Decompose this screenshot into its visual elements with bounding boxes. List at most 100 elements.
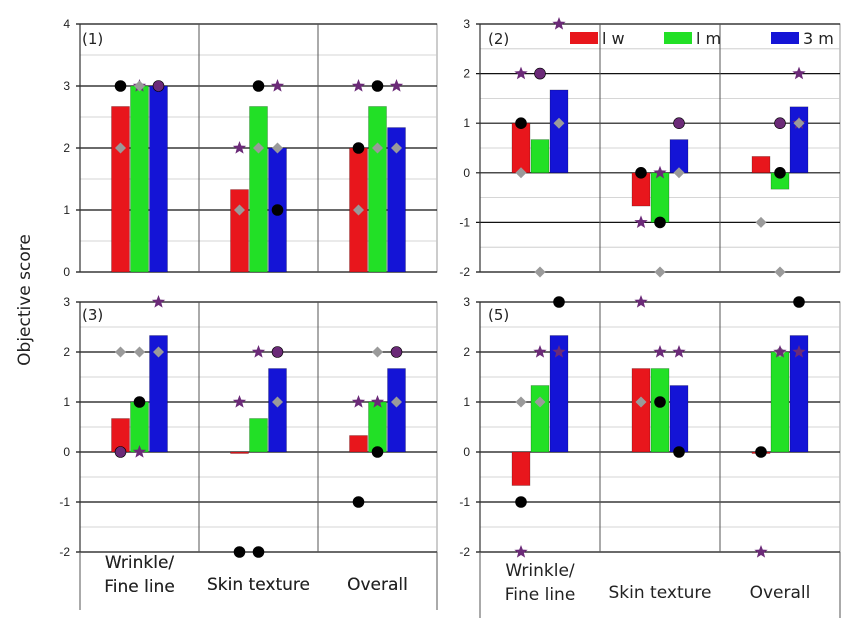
diamond-marker — [654, 266, 666, 278]
y-tick-label: -1 — [459, 495, 470, 509]
legend-label: 3 m — [803, 29, 834, 48]
diamond-marker — [153, 346, 164, 358]
y-tick-label: 0 — [463, 166, 470, 180]
star-marker — [653, 345, 667, 358]
star-marker — [754, 545, 768, 558]
diamond-marker — [272, 142, 283, 154]
bar-l-w — [349, 435, 368, 453]
x-category-label: Overall — [347, 575, 408, 595]
star-marker — [351, 395, 366, 408]
circle-marker — [515, 496, 527, 508]
bar-l-m — [650, 368, 670, 453]
diamond-marker — [272, 396, 283, 408]
circle-marker — [654, 216, 666, 229]
bar-l-m — [530, 385, 550, 453]
star-marker — [634, 295, 648, 308]
y-tick-label: 2 — [463, 67, 470, 81]
bar-l-w — [230, 189, 249, 273]
bar-l-m — [249, 106, 268, 273]
x-category-label: Overall — [750, 583, 811, 603]
circle-marker — [793, 296, 805, 308]
star-marker — [351, 79, 366, 92]
star-marker — [792, 66, 806, 80]
circle-marker — [553, 296, 565, 308]
star-marker — [773, 345, 787, 358]
star-marker — [270, 79, 285, 92]
star-marker — [251, 345, 266, 358]
panel-label: (5) — [488, 306, 509, 324]
diamond-marker — [115, 142, 126, 154]
y-tick-label: -2 — [459, 545, 470, 559]
circle-marker — [755, 446, 767, 458]
diamond-marker — [372, 142, 383, 154]
diamond-marker — [673, 167, 685, 179]
star-marker — [389, 79, 404, 92]
y-tick-label: 2 — [63, 345, 70, 359]
bar-l-m — [770, 351, 790, 453]
y-axis-label: Objective score — [15, 234, 35, 366]
y-tick-label: 3 — [63, 295, 70, 309]
diamond-marker — [391, 396, 402, 408]
diamond-marker — [774, 266, 786, 278]
x-category-label: Wrinkle/Fine line — [505, 561, 576, 605]
bar-l-m — [530, 139, 550, 174]
diamond-marker — [755, 216, 767, 228]
x-category-label: Skin texture — [207, 575, 310, 595]
star-marker — [132, 445, 147, 458]
bar-l-m — [368, 401, 387, 453]
panel-label: (1) — [82, 30, 103, 48]
diamond-marker — [134, 346, 145, 358]
star-marker — [370, 395, 385, 408]
star-marker — [533, 345, 547, 358]
diamond-marker — [115, 346, 126, 358]
star-marker — [232, 395, 247, 408]
x-category-label: Skin texture — [207, 575, 310, 595]
x-category-label: Wrinkle/Fine line — [104, 553, 175, 597]
legend-label: l w — [602, 29, 625, 48]
bar-3-m — [669, 385, 689, 453]
panels-layer: 0 1 2 3 4 (1) Wrinkle/Fine line Skin texture Ove… — [59, 17, 841, 618]
y-tick-label: 1 — [463, 395, 470, 409]
purple-circle-marker — [152, 80, 165, 92]
y-tick-label: 0 — [63, 445, 70, 459]
circle-marker — [252, 546, 265, 558]
star-marker — [634, 215, 648, 229]
diamond-marker — [234, 204, 245, 216]
diamond-marker — [353, 204, 364, 216]
diamond-marker — [372, 346, 383, 358]
purple-circle-marker — [114, 446, 127, 458]
y-tick-label: 3 — [463, 295, 470, 309]
legend-label: l m — [696, 29, 721, 48]
bar-l-w — [631, 368, 651, 453]
bar-3-m — [789, 335, 809, 453]
bar-l-m — [130, 85, 149, 273]
circle-marker — [233, 546, 246, 558]
panel-3: -2 -1 0 1 2 3 (3) Wrinkle/Fine line Skin texture… — [59, 295, 438, 597]
purple-circle-marker — [534, 67, 546, 80]
circle-marker — [252, 80, 265, 92]
bar-l-w — [511, 122, 531, 174]
bar-3-m — [149, 335, 168, 453]
circle-marker — [774, 167, 786, 179]
y-tick-label: -2 — [459, 265, 470, 279]
purple-circle-marker — [390, 346, 403, 358]
diamond-marker — [534, 396, 546, 408]
panel-1: 0 1 2 3 4 (1) Wrinkle/Fine line Skin texture Ove… — [63, 17, 438, 597]
bar-l-w — [751, 156, 771, 174]
y-tick-label: 0 — [63, 265, 70, 279]
y-tick-label: 3 — [463, 17, 470, 31]
star-marker — [514, 545, 528, 558]
diamond-marker — [534, 266, 546, 278]
bar-l-m — [130, 401, 149, 453]
y-tick-label: 0 — [463, 445, 470, 459]
circle-marker — [352, 496, 365, 508]
star-marker — [672, 345, 686, 358]
circle-marker — [133, 396, 146, 408]
star-marker — [552, 345, 566, 358]
circle-marker — [352, 142, 365, 154]
y-tick-label: 1 — [63, 203, 70, 217]
diamond-marker — [553, 117, 565, 129]
diamond-marker — [253, 142, 264, 154]
star-marker — [514, 66, 528, 80]
star-marker — [653, 165, 667, 179]
